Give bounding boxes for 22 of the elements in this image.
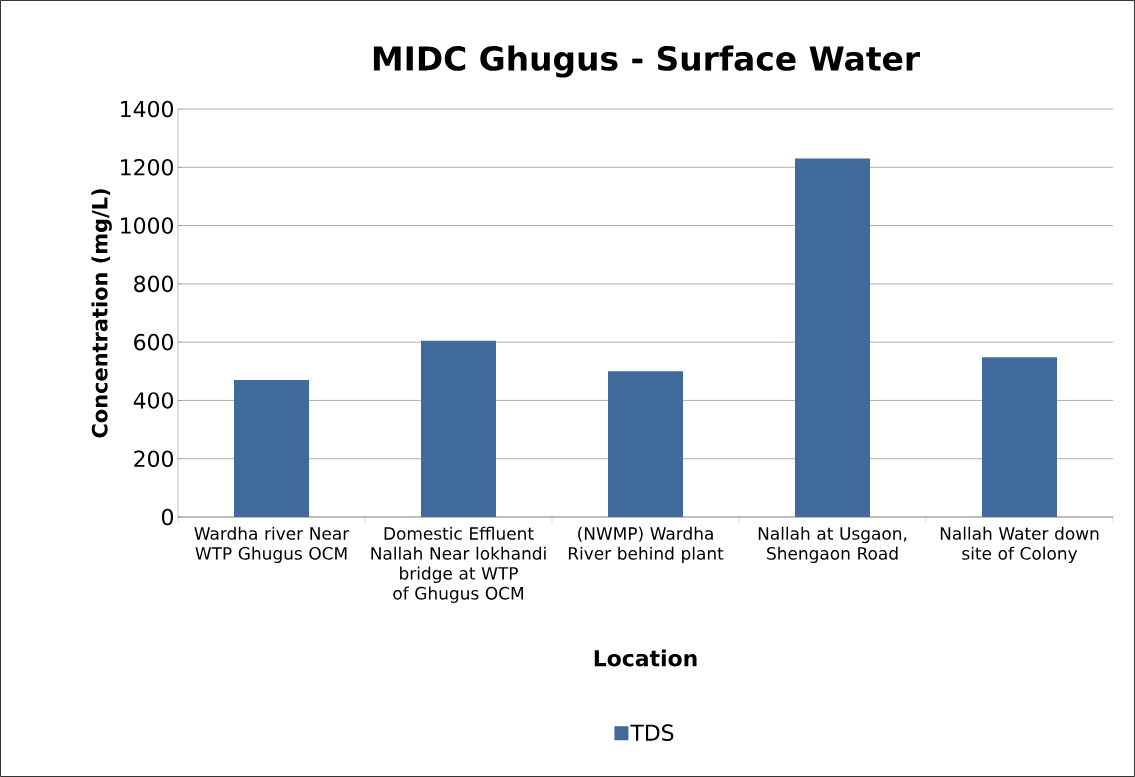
y-tick-label: 1000 xyxy=(121,217,173,234)
y-axis-title: Concentration (mg/L) xyxy=(91,189,112,438)
x-tick-label: Wardha river Near WTP Ghugus OCM xyxy=(194,526,350,564)
chart-title: MIDC Ghugus - Surface Water xyxy=(373,45,920,78)
y-tick-label: 200 xyxy=(134,450,174,467)
legend-label: TDS xyxy=(630,724,674,741)
y-tick-label: 1200 xyxy=(121,159,173,176)
x-axis-title: Location xyxy=(594,649,697,667)
x-tick-label: Nallah Water down site of Colony xyxy=(940,526,1099,564)
x-tick-label: Nallah at Usgaon, Shengaon Road xyxy=(758,526,907,564)
x-tick-label: (NWMP) Wardha River behind plant xyxy=(568,526,724,564)
bar xyxy=(421,340,496,517)
x-tick-label: Domestic Effluent Nallah Near lokhandi bridge at WTP of Ghugus OCM xyxy=(371,526,546,603)
bar xyxy=(982,357,1058,517)
y-tick-label: 600 xyxy=(134,333,174,351)
bar xyxy=(795,158,870,517)
y-tick-label: 0 xyxy=(161,508,174,526)
bar xyxy=(608,371,683,517)
bar xyxy=(234,380,309,517)
y-tick-label: 1400 xyxy=(121,100,173,118)
y-tick-label: 800 xyxy=(134,275,174,293)
y-tick-label: 400 xyxy=(133,392,174,409)
